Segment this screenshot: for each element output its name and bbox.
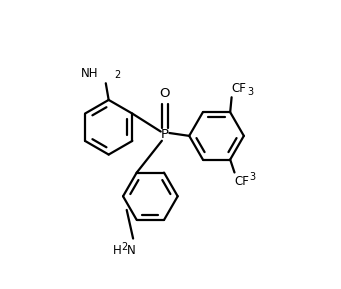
Text: O: O	[160, 87, 170, 100]
Text: 2: 2	[115, 70, 121, 80]
Text: CF: CF	[232, 82, 247, 95]
Text: P: P	[161, 128, 169, 141]
Text: N: N	[127, 244, 136, 257]
Text: CF: CF	[235, 175, 249, 188]
Text: NH: NH	[81, 67, 99, 80]
Text: 3: 3	[250, 173, 256, 182]
Text: 2: 2	[122, 242, 128, 252]
Text: 3: 3	[247, 87, 253, 97]
Text: H: H	[113, 244, 122, 257]
